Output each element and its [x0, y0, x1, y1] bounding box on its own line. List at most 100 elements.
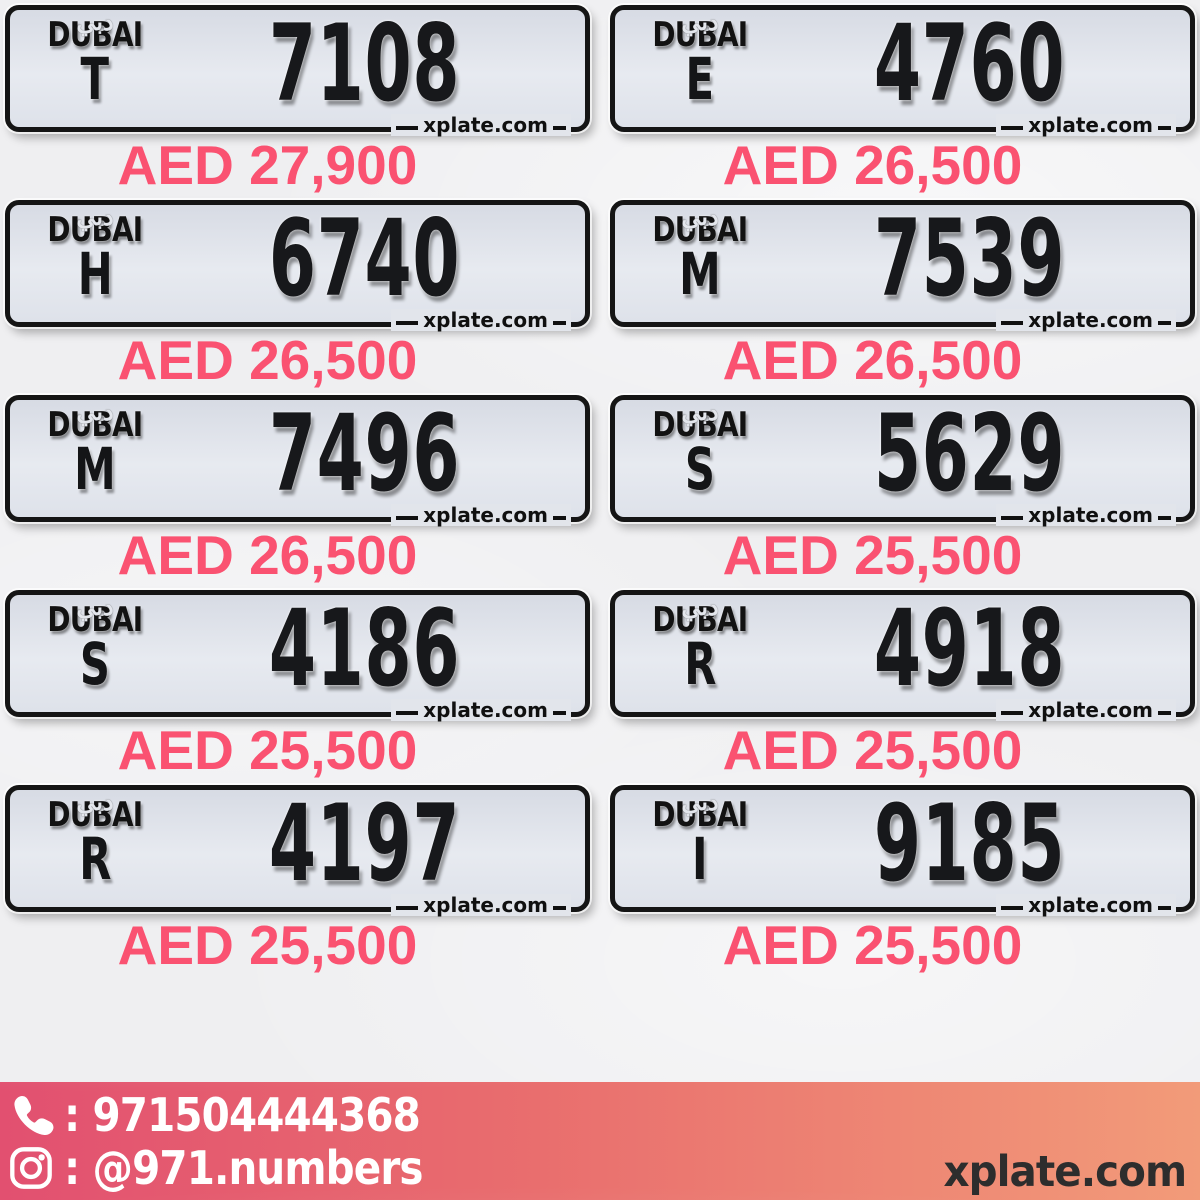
- plate-listings-grid: DUBAI دبي T 7108 xplate.com AED 27,900 D…: [5, 5, 1195, 980]
- price-label: AED 26,500: [117, 329, 418, 391]
- plate-number: 7539: [874, 196, 1066, 320]
- plate-card: DUBAI دبي R 4918 xplate.com: [610, 590, 1195, 721]
- plate-letter: T: [80, 45, 110, 113]
- plate-number-zone: 4186: [230, 595, 500, 702]
- listing-cell-3: DUBAI دبي M 7539 xplate.com AED 26,500: [610, 200, 1195, 395]
- dubai-logo: DUBAI دبي: [642, 206, 758, 250]
- plate-card: DUBAI دبي M 7496 xplate.com: [5, 391, 590, 526]
- dubai-logo: DUBAI دبي: [642, 791, 758, 833]
- dubai-logo-latin: DUBAI: [652, 600, 749, 640]
- plate-watermark: xplate.com: [996, 309, 1176, 331]
- price-label: AED 26,500: [722, 134, 1023, 196]
- plate-watermark: xplate.com: [391, 309, 571, 331]
- dubai-logo: DUBAI دبي: [37, 401, 153, 445]
- plate-left-block: DUBAI دبي I: [635, 791, 765, 889]
- plate-left-block: DUBAI دبي M: [635, 206, 765, 308]
- plate-letter: S: [684, 435, 716, 503]
- plate-letter: E: [685, 45, 715, 113]
- dubai-logo-arabic: دبي: [76, 789, 114, 816]
- phone-row: : 971504444368: [8, 1088, 472, 1141]
- dubai-logo: DUBAI دبي: [37, 791, 153, 833]
- plate-number: 6740: [269, 196, 461, 320]
- plate-watermark: xplate.com: [996, 699, 1176, 721]
- price-label: AED 26,500: [117, 524, 418, 586]
- dubai-logo: DUBAI دبي: [642, 596, 758, 640]
- brand-label: xplate.com: [943, 1147, 1187, 1197]
- plate-card: DUBAI دبي R 4197 xplate.com: [5, 785, 590, 916]
- dubai-logo: DUBAI دبي: [642, 11, 758, 55]
- plate-watermark: xplate.com: [391, 894, 571, 916]
- plate-number-zone: 4760: [835, 10, 1105, 117]
- dubai-logo-arabic: دبي: [76, 204, 114, 231]
- listing-cell-5: DUBAI دبي S 5629 xplate.com AED 25,500: [610, 395, 1195, 590]
- phone-number: : 971504444368: [64, 1087, 421, 1142]
- plate-card: DUBAI دبي M 7539 xplate.com: [610, 196, 1195, 331]
- plate-number: 4186: [269, 586, 461, 710]
- dubai-logo-arabic: دبي: [76, 594, 114, 621]
- plate-number-zone: 4918: [835, 595, 1105, 702]
- plate-watermark: xplate.com: [391, 699, 571, 721]
- listing-cell-1: DUBAI دبي E 4760 xplate.com AED 26,500: [610, 5, 1195, 200]
- plate-left-block: DUBAI دبي E: [635, 11, 765, 113]
- plate-watermark: xplate.com: [391, 114, 571, 136]
- plate-number-zone: 5629: [835, 400, 1105, 507]
- plate-number: 4918: [874, 586, 1066, 710]
- plate-left-block: DUBAI دبي S: [30, 596, 160, 698]
- plate-card: DUBAI دبي S 4186 xplate.com: [5, 590, 590, 721]
- plate-card: DUBAI دبي E 4760 xplate.com: [610, 5, 1195, 136]
- plate-number: 5629: [874, 391, 1066, 515]
- plate-number: 4760: [874, 1, 1066, 125]
- listing-cell-4: DUBAI دبي M 7496 xplate.com AED 26,500: [5, 395, 590, 590]
- plate-letter: S: [79, 630, 111, 698]
- dubai-logo-arabic: دبي: [76, 399, 114, 426]
- instagram-handle: : @971.numbers: [64, 1140, 424, 1195]
- plate-card: DUBAI دبي H 6740 xplate.com: [5, 200, 590, 331]
- plate-number-zone: 9185: [835, 790, 1105, 897]
- price-label: AED 25,500: [722, 914, 1023, 976]
- dubai-logo-latin: DUBAI: [47, 600, 144, 640]
- plate-watermark: xplate.com: [996, 894, 1176, 916]
- listing-cell-7: DUBAI دبي R 4918 xplate.com AED 25,500: [610, 590, 1195, 785]
- plate-number: 9185: [874, 781, 1066, 905]
- plate-left-block: DUBAI دبي M: [30, 401, 160, 503]
- dubai-logo-latin: DUBAI: [47, 405, 144, 445]
- plate-watermark: xplate.com: [996, 114, 1176, 136]
- dubai-logo-arabic: دبي: [681, 594, 719, 621]
- plate-letter: R: [78, 825, 112, 893]
- plate-number-zone: 4197: [230, 790, 500, 897]
- contact-block: : 971504444368 : @971.numbers: [8, 1088, 472, 1194]
- instagram-row: : @971.numbers: [8, 1141, 472, 1194]
- price-label: AED 25,500: [722, 524, 1023, 586]
- plate-card: DUBAI دبي T 7108 xplate.com: [5, 1, 590, 136]
- plate-watermark: xplate.com: [391, 504, 571, 526]
- dubai-logo-arabic: دبي: [681, 399, 719, 426]
- plate-left-block: DUBAI دبي R: [635, 596, 765, 698]
- price-label: AED 25,500: [117, 719, 418, 781]
- dubai-logo-arabic: دبي: [681, 789, 719, 816]
- instagram-icon: [10, 1146, 52, 1189]
- dubai-logo: DUBAI دبي: [37, 11, 153, 55]
- listing-cell-8: DUBAI دبي R 4197 xplate.com AED 25,500: [5, 785, 590, 980]
- plate-letter: H: [77, 240, 113, 308]
- dubai-logo-latin: DUBAI: [652, 405, 749, 445]
- plate-letter: R: [683, 630, 717, 698]
- footer-bar: : 971504444368 : @971.numbers xplate.com: [0, 1082, 1200, 1200]
- plate-number: 7108: [269, 1, 461, 125]
- dubai-logo-latin: DUBAI: [652, 210, 749, 250]
- dubai-logo: DUBAI دبي: [37, 596, 153, 640]
- dubai-logo: DUBAI دبي: [642, 401, 758, 445]
- listing-cell-9: DUBAI دبي I 9185 xplate.com AED 25,500: [610, 785, 1195, 980]
- price-label: AED 25,500: [722, 719, 1023, 781]
- dubai-logo: DUBAI دبي: [37, 206, 153, 248]
- plate-number: 7496: [269, 391, 461, 515]
- dubai-logo-latin: DUBAI: [652, 15, 749, 55]
- plate-letter: M: [74, 435, 116, 503]
- plate-card: DUBAI دبي S 5629 xplate.com: [610, 395, 1195, 526]
- listing-cell-2: DUBAI دبي H 6740 xplate.com AED 26,500: [5, 200, 590, 395]
- plate-number: 4197: [269, 781, 461, 905]
- plate-left-block: DUBAI دبي H: [30, 206, 160, 308]
- plate-number-zone: 6740: [230, 205, 500, 312]
- listing-cell-0: DUBAI دبي T 7108 xplate.com AED 27,900: [5, 5, 590, 200]
- dubai-logo-latin: DUBAI: [47, 15, 144, 55]
- plate-letter: M: [679, 240, 721, 308]
